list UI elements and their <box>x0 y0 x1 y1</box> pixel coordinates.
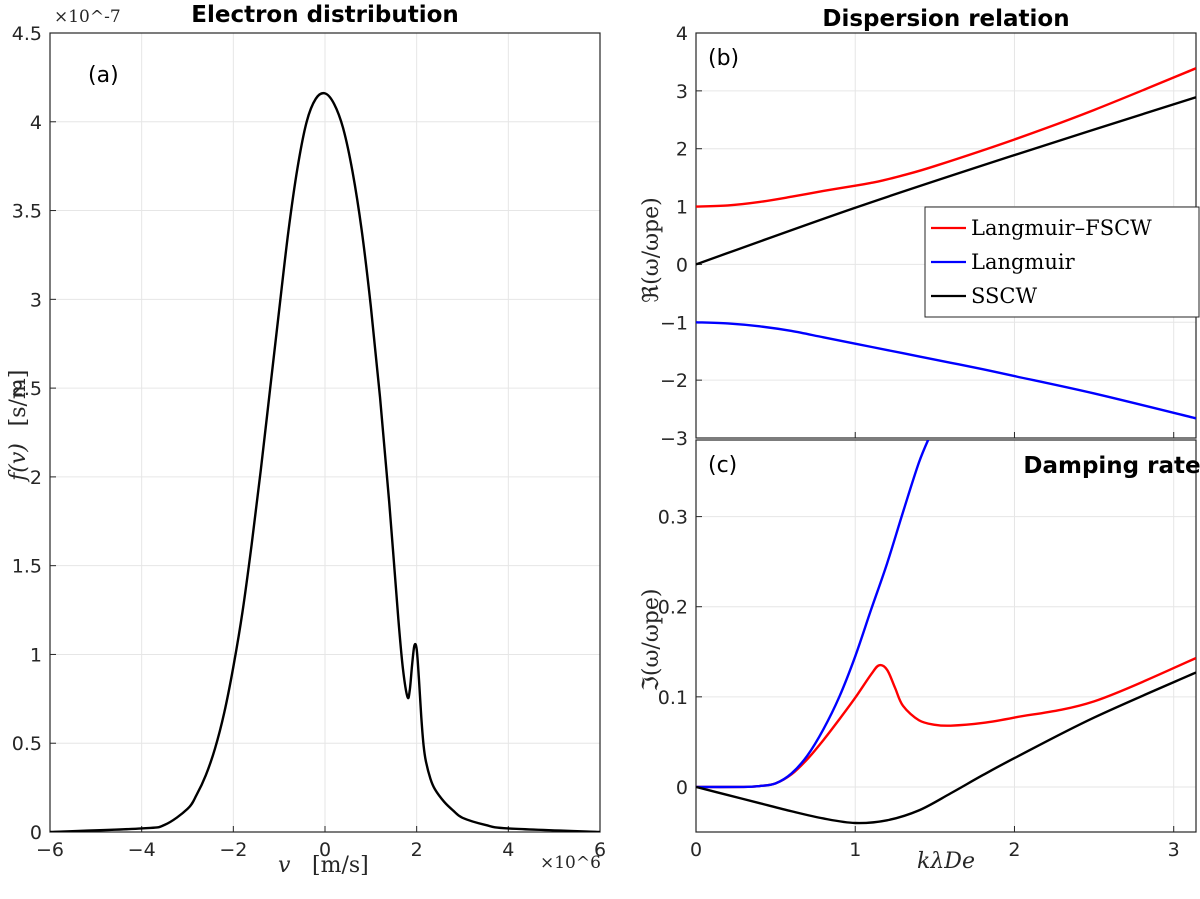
panel-c-ytick-label: 0 <box>676 777 688 799</box>
legend: Langmuir–FSCW Langmuir SSCW <box>924 206 1200 318</box>
panel-c-label: (c) <box>708 453 737 478</box>
panel-a-ytick-label: 1 <box>30 644 42 666</box>
panel-a-title: Electron distribution <box>191 2 459 28</box>
panel-b-series-sscw <box>696 96 1196 266</box>
panel-b-ytick-label: 2 <box>676 139 688 161</box>
panel-a-xtick-label: 4 <box>502 839 514 861</box>
panel-c: 0 1 2 3 0 0.1 0.2 0.3 Damping rate (c) ℑ(ω/ωpe)… <box>639 439 1200 874</box>
panel-a-ytick-label: 0.5 <box>12 733 42 755</box>
panel-a-ytick-label: 3.5 <box>12 201 42 223</box>
panel-b-ytick-label: −3 <box>660 428 688 450</box>
panel-b-ytick-label: 3 <box>676 81 688 103</box>
panel-a-ytick-label: 3 <box>30 289 42 311</box>
panel-b-ytick-label: 4 <box>676 23 688 45</box>
panel-b-ytick-label: −1 <box>660 312 688 334</box>
legend-box <box>924 206 1200 318</box>
panel-a-ytick-label: 4 <box>30 112 42 134</box>
panel-b-title: Dispersion relation <box>822 6 1069 32</box>
panel-c-xtick-label: 2 <box>1008 839 1020 861</box>
panel-c-axes-box <box>695 439 1197 833</box>
panel-c-ytick-label: 0.2 <box>658 597 688 619</box>
panel-c-xtick-label: 1 <box>849 839 861 861</box>
panel-a-ytick-label: 4.5 <box>12 23 42 45</box>
panel-c-series-langmuir <box>696 440 930 789</box>
panel-b-ytick-label: −2 <box>660 370 688 392</box>
panel-a-xtick-label: −2 <box>219 839 247 861</box>
panel-c-series-sscw <box>696 671 1196 825</box>
panel-c-title: Damping rate <box>1023 453 1200 479</box>
panel-c-ytick-label: 0.1 <box>658 687 688 709</box>
panel-a-ytick-label: 2 <box>30 467 42 489</box>
panel-b-label: (b) <box>708 46 739 71</box>
panel-a-x-exponent: ×10^6 <box>540 853 601 873</box>
panel-a-ylabel-units: [s/m] <box>6 370 31 427</box>
panel-a: −6 −4 −2 0 2 4 6 0 0.5 1 1.5 2 2.5 3 3.5 4 4.5 Electron … <box>6 2 606 878</box>
panel-b-ylabel: ℜ(ω/ωpe) <box>639 197 664 302</box>
legend-label-sscw: SSCW <box>971 284 1037 308</box>
panel-a-series-f-v <box>50 91 600 832</box>
panel-a-label: (a) <box>88 63 119 88</box>
panel-b-series-langmuir-fscw <box>696 67 1196 208</box>
panel-b-ytick-label: 1 <box>676 197 688 219</box>
panel-a-ytick-label: 1.5 <box>12 556 42 578</box>
panel-c-ylabel: ℑ(ω/ωpe) <box>639 589 664 692</box>
panel-b-series-langmuir <box>696 321 1196 420</box>
panel-c-xtick-label: 3 <box>1168 839 1180 861</box>
panel-c-ytick-label: 0.3 <box>658 507 688 529</box>
panel-c-xlabel: kλDe <box>917 849 975 874</box>
panel-a-xtick-label: −6 <box>36 839 64 861</box>
panel-a-xtick-label: 6 <box>594 839 606 861</box>
panel-a-xlabel-units: [m/s] <box>312 853 369 878</box>
panel-a-xlabel-var: v <box>278 853 291 878</box>
panel-a-ytick-label: 0 <box>30 822 42 844</box>
panel-a-xtick-label: 0 <box>319 839 331 861</box>
legend-label-langmuir-fscw: Langmuir–FSCW <box>971 216 1152 240</box>
panel-b-ytick-label: 0 <box>676 254 688 276</box>
panel-b: −3 −2 −1 0 1 2 3 4 Dispersion relation (b) ℜ(ω/… <box>639 6 1200 450</box>
panel-a-ytick-label: 2.5 <box>12 378 42 400</box>
panel-c-series-langmuir-fscw <box>696 656 1196 789</box>
panel-a-xtick-label: 2 <box>411 839 423 861</box>
panel-a-ylabel-var: f(v) <box>6 443 31 483</box>
panel-a-y-exponent: ×10^-7 <box>54 7 121 27</box>
panel-a-xtick-label: −4 <box>128 839 156 861</box>
panel-c-xtick-label: 0 <box>690 839 702 861</box>
legend-label-langmuir: Langmuir <box>971 250 1076 274</box>
